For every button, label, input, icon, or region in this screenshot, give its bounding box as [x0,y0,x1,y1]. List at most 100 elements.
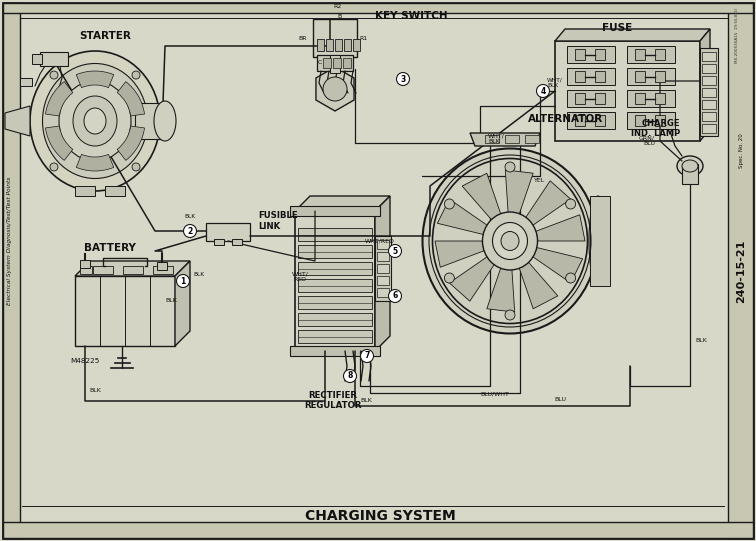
Circle shape [565,199,575,209]
Bar [298,262,372,275]
Text: GRN/
BLU: GRN/ BLU [639,136,655,147]
Bar [702,64,716,73]
Text: 8: 8 [347,372,353,380]
Polygon shape [505,170,533,216]
Text: YEL: YEL [534,179,545,183]
Text: Electrical System Diagnosis/Test/Test Points: Electrical System Diagnosis/Test/Test Po… [8,177,13,305]
Bar [595,49,605,60]
Bar [575,71,585,82]
Text: BLK: BLK [184,214,196,220]
Bar [377,264,389,273]
Text: WHT/RED: WHT/RED [365,239,395,243]
Bar [567,46,615,63]
Ellipse shape [482,212,538,270]
Circle shape [132,71,140,79]
Bar [313,19,357,57]
Text: BLK: BLK [360,399,372,404]
Text: 2: 2 [187,227,193,235]
Bar [3,3,753,13]
Circle shape [176,274,190,287]
Bar [335,39,342,51]
Text: C: C [318,61,322,65]
Bar [567,90,615,107]
Bar [700,48,718,136]
Bar [655,71,665,82]
Text: BLU/WHT: BLU/WHT [481,391,510,396]
Bar [702,124,716,133]
Polygon shape [700,29,710,141]
Text: FUSE: FUSE [602,23,632,33]
Ellipse shape [423,148,597,333]
Bar [333,58,341,68]
Text: STARTER: STARTER [79,31,131,41]
Bar [353,39,360,51]
Bar [40,52,68,66]
Bar [595,115,605,126]
Bar [298,228,372,241]
Circle shape [565,273,575,283]
Bar [290,346,380,356]
Bar [567,112,615,129]
Polygon shape [536,215,585,241]
Wedge shape [76,154,113,171]
Text: 6: 6 [392,292,398,300]
Ellipse shape [73,96,117,146]
Text: BLK: BLK [89,388,101,393]
Bar [317,39,324,51]
Bar [317,55,353,71]
Bar [80,260,90,268]
Text: 1: 1 [181,276,186,286]
Polygon shape [438,199,488,234]
Bar [575,93,585,104]
Text: BLK: BLK [193,272,204,276]
Bar [157,262,167,270]
Polygon shape [5,106,30,136]
Bar [525,135,539,143]
Polygon shape [316,67,354,111]
Bar [702,88,716,97]
Circle shape [343,370,357,382]
Polygon shape [462,173,501,221]
Bar [377,276,389,285]
Bar [3,522,753,538]
Bar [635,71,645,82]
Bar [702,52,716,61]
Ellipse shape [30,51,160,191]
Bar [728,3,753,538]
Text: BATTERY: BATTERY [84,243,136,253]
Text: MX-200530A15  19:55:8(1): MX-200530A15 19:55:8(1) [735,8,739,63]
Bar [290,206,380,216]
Bar [627,46,675,63]
Bar [80,266,92,274]
Bar [330,55,340,73]
Text: WHT/
RED: WHT/ RED [292,271,308,282]
Bar [32,54,42,64]
Polygon shape [519,261,558,309]
Bar [206,223,250,241]
Text: M48225: M48225 [70,358,99,364]
Bar [375,236,391,301]
Bar [3,3,20,538]
Circle shape [50,71,58,79]
Bar [344,39,351,51]
Polygon shape [470,133,540,146]
Bar [298,296,372,309]
Circle shape [389,289,401,302]
Text: WHT/
BLK: WHT/ BLK [488,134,505,144]
Text: Spec. No. 20: Spec. No. 20 [739,134,743,168]
Polygon shape [525,181,571,226]
Wedge shape [45,126,73,160]
Polygon shape [449,256,495,301]
Bar [595,71,605,82]
Bar [105,186,125,196]
Text: R2: R2 [334,3,342,9]
Bar [377,252,389,261]
Circle shape [445,199,454,209]
Ellipse shape [589,196,607,286]
Bar [343,58,351,68]
Ellipse shape [84,108,106,134]
Text: WHT/
BLK: WHT/ BLK [547,77,562,88]
Text: RECTIFIER
REGULATOR: RECTIFIER REGULATOR [304,391,362,411]
Bar [595,93,605,104]
Bar [590,196,610,286]
